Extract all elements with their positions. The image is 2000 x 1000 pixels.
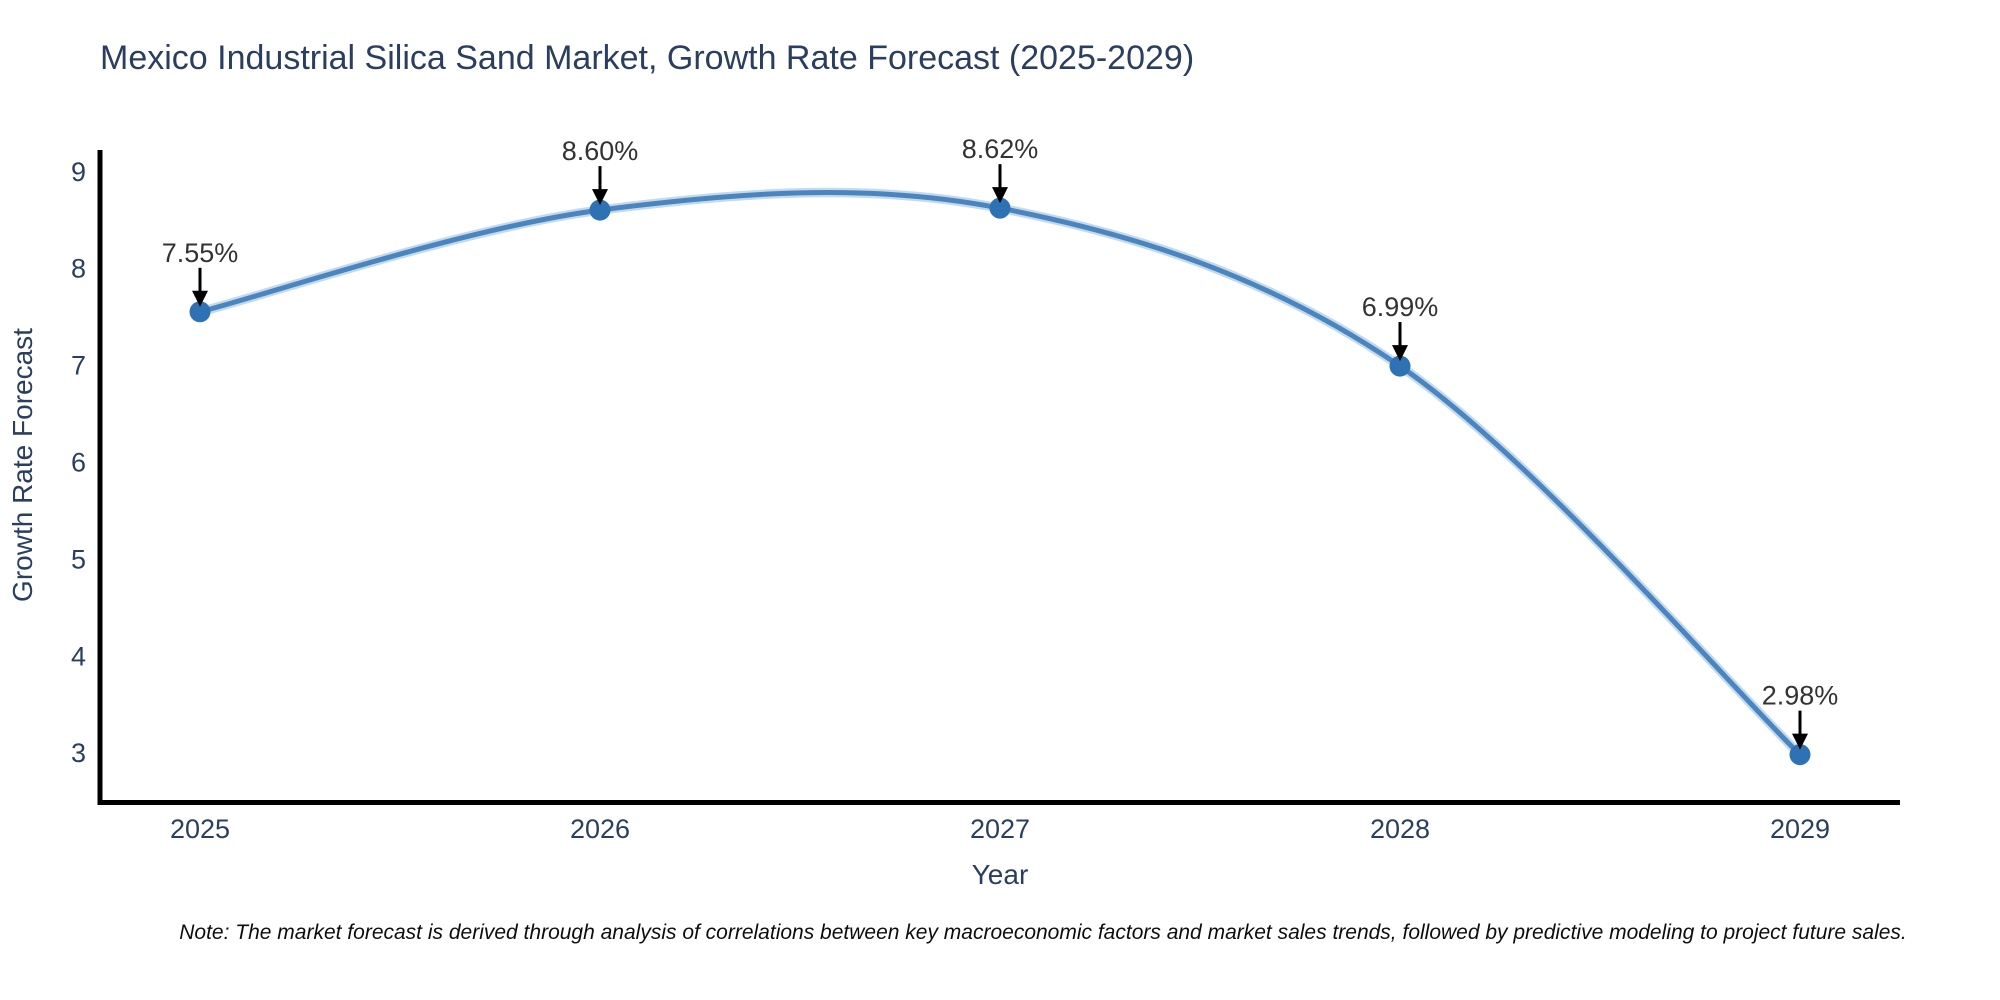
y-tick-label: 5 [71, 544, 86, 574]
y-tick-label: 9 [71, 157, 86, 187]
x-tick-label: 2026 [570, 814, 630, 844]
x-tick-label: 2029 [1770, 814, 1830, 844]
footnote: Note: The market forecast is derived thr… [179, 921, 1907, 944]
y-tick-label: 8 [71, 254, 86, 284]
data-point-marker [589, 199, 611, 221]
y-axis-ticks: 3 4 5 6 7 8 9 [71, 157, 86, 768]
annotation-down-arrow-icon [192, 290, 208, 307]
series-markers [189, 197, 1811, 766]
x-axis-title: Year [972, 859, 1029, 890]
point-annotations: 7.55% 8.60% 8.62% 6.99% 2.98% [162, 134, 1839, 750]
point-value-label: 7.55% [162, 238, 239, 268]
annotation-down-arrow-icon [592, 189, 608, 206]
data-point-marker [1789, 744, 1811, 766]
annotation-down-arrow-icon [1392, 345, 1408, 362]
annotation-down-arrow-icon [992, 187, 1008, 204]
y-axis-title: Growth Rate Forecast [7, 328, 38, 602]
point-value-label: 2.98% [1762, 681, 1839, 711]
axis-spines [97, 150, 1900, 805]
series-line [195, 187, 1805, 760]
y-tick-label: 4 [71, 641, 86, 671]
y-tick-label: 3 [71, 738, 86, 768]
y-tick-label: 6 [71, 447, 86, 477]
x-tick-label: 2025 [170, 814, 230, 844]
series-line-path [197, 190, 1803, 758]
x-axis-ticks: 2025 2026 2027 2028 2029 [170, 814, 1830, 844]
chart-title: Mexico Industrial Silica Sand Market, Gr… [100, 39, 1194, 77]
series-line-halo [195, 187, 1805, 760]
data-point-marker [989, 197, 1011, 219]
point-value-label: 8.62% [962, 134, 1039, 164]
point-value-label: 8.60% [562, 136, 639, 166]
y-tick-label: 7 [71, 351, 86, 381]
annotation-down-arrow-icon [1792, 733, 1808, 750]
point-value-label: 6.99% [1362, 292, 1439, 322]
x-tick-label: 2027 [970, 814, 1030, 844]
data-point-marker [1389, 355, 1411, 377]
x-tick-label: 2028 [1370, 814, 1430, 844]
data-point-marker [189, 301, 211, 323]
